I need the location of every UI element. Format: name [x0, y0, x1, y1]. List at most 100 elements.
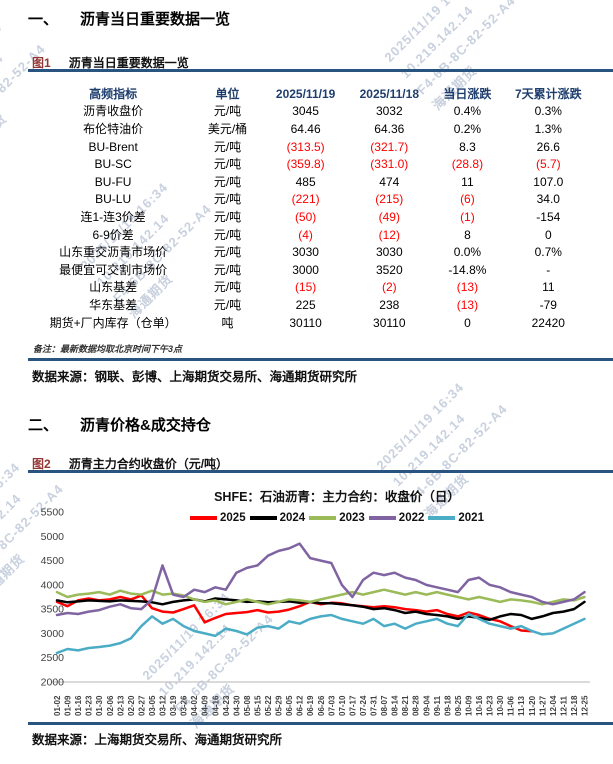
series-line-2025 [55, 594, 534, 633]
figure-2-label: 图2 [32, 457, 51, 471]
table-cell: 3032 [375, 104, 403, 119]
table-cell: BU-Brent [88, 139, 138, 154]
figure-2-caption: 图2 沥青主力合约收盘价（元/吨） [32, 455, 228, 472]
table-header-row: 高频指标 单位 2025/11/19 2025/11/18 当日涨跌 7天累计涨跌 [35, 85, 593, 103]
figure-2-title: 沥青主力合约收盘价（元/吨） [68, 457, 229, 471]
table-cell: 元/吨 [213, 157, 242, 172]
x-axis-tick-label: 06-26 [317, 695, 326, 716]
table-cell: (321.7) [370, 139, 409, 154]
x-axis-tick-label: 02-13 [116, 695, 125, 716]
table-cell: 元/吨 [213, 227, 242, 242]
section-1-number: 一、 [28, 11, 59, 28]
x-axis-tick-label: 12-25 [581, 695, 590, 716]
x-axis-tick-label: 05-22 [264, 695, 273, 716]
table-cell: (13) [456, 297, 479, 312]
table-cell: 山东基差 [89, 280, 138, 295]
table-header-cell: 7天累计涨跌 [514, 86, 582, 101]
chart-title: SHFE：石油沥青：主力合约：收盘价（日） [214, 490, 460, 504]
table-cell: (5.7) [535, 157, 561, 172]
table-cell: (15) [294, 280, 317, 295]
x-axis-tick-label: 05-08 [243, 695, 252, 716]
x-axis-tick-label: 07-31 [370, 695, 379, 716]
table-cell: (50) [294, 209, 317, 224]
x-axis-tick-label: 10-09 [464, 695, 473, 716]
table-cell: (215) [375, 192, 404, 207]
table-row: 期货+厂内库存（仓单） 吨 30110 30110 0 22420 [35, 314, 593, 332]
x-axis-tick-label: 07-10 [338, 695, 347, 716]
table-cell: 26.6 [536, 139, 560, 154]
table-cell: 元/吨 [213, 139, 242, 154]
table-row: 连1-连3价差 元/吨 (50) (49) (1) -154 [35, 208, 593, 226]
legend-swatch [368, 516, 396, 520]
table-note: 备注：最新数据均取北京时间下午3点 [33, 344, 183, 354]
x-axis-tick-label: 07-24 [359, 695, 368, 716]
table-cell: (331.0) [370, 157, 409, 172]
section-1-heading: 一、 沥青当日重要数据一览 [28, 8, 230, 29]
table-data-source: 数据来源：钢联、彭博、上海期货交易所、海通期货研究所 [32, 370, 358, 384]
table-row: 最便宜可交割市场价 元/吨 3000 3520 -14.8% - [35, 261, 593, 279]
legend-label: 2025 [220, 512, 246, 524]
x-axis-tick-label: 12-18 [570, 695, 579, 716]
x-axis-tick-label: 10-16 [475, 695, 484, 716]
table-cell: (28.8) [451, 157, 484, 172]
x-axis-tick-label: 03-19 [169, 695, 178, 716]
divider-rule [28, 470, 613, 473]
legend-item: 2022 [368, 512, 424, 524]
table-row: 山东重交沥青市场价 元/吨 3030 3030 0.0% 0.7% [35, 243, 593, 261]
x-axis-tick-label: 07-17 [348, 695, 357, 716]
x-axis-tick-label: 09-11 [433, 695, 442, 716]
divider-rule [28, 722, 613, 725]
table-cell: 11 [461, 174, 474, 189]
divider-rule [28, 358, 613, 361]
table-cell: 山东重交沥青市场价 [59, 245, 168, 260]
x-axis-tick-label: 01-09 [64, 695, 73, 716]
legend-item: 2021 [428, 512, 484, 524]
table-cell: -14.8% [448, 262, 487, 277]
table-cell: 沥青收盘价 [83, 104, 144, 119]
table-cell: -154 [536, 209, 561, 224]
series-line-2023 [55, 588, 586, 606]
x-axis-tick-label: 04-16 [211, 695, 220, 716]
table-cell: 0.3% [534, 104, 562, 119]
table-cell: BU-FU [94, 174, 132, 189]
table-cell: - [546, 262, 551, 277]
x-axis-tick-label: 08-07 [380, 695, 389, 716]
table-cell: 元/吨 [213, 192, 242, 207]
table-row: BU-SC 元/吨 (359.8) (331.0) (28.8) (5.7) [35, 155, 593, 173]
table-cell: (49) [378, 209, 400, 224]
x-axis-tick-label: 04-02 [190, 695, 199, 716]
table-cell: (1) [460, 209, 475, 224]
table-row: 沥青收盘价 元/吨 3045 3032 0.4% 0.3% [35, 103, 593, 121]
legend-swatch [190, 516, 218, 520]
table-cell: 22420 [531, 315, 565, 330]
table-cell: 485 [295, 174, 316, 189]
table-cell: 连1-连3价差 [80, 209, 146, 224]
series-line-2021 [55, 612, 586, 655]
section-2-number: 二、 [28, 417, 59, 434]
table-cell: 元/吨 [213, 245, 242, 260]
table-cell: 8.3 [459, 139, 476, 154]
x-axis-tick-label: 08-14 [391, 695, 400, 716]
table-cell: 6-9价差 [92, 227, 134, 242]
x-axis-tick-label: 06-12 [296, 695, 305, 716]
table-cell: 238 [379, 297, 400, 312]
figure-1-caption: 图1 沥青当日重要数据一览 [32, 54, 189, 71]
chart-legend: 2025 2024 2023 2022 2021 [78, 512, 596, 524]
legend-label: 2023 [339, 512, 365, 524]
x-axis-tick-label: 08-28 [412, 695, 421, 716]
table-row: 布伦特油价 美元/桶 64.46 64.36 0.2% 1.3% [35, 120, 593, 138]
table-cell: 225 [295, 297, 316, 312]
table-cell: 元/吨 [213, 297, 242, 312]
x-axis-tick-label: 12-04 [549, 695, 558, 716]
table-cell: 107.0 [533, 174, 564, 189]
table-cell: 布伦特油价 [83, 121, 144, 136]
table-row: BU-Brent 元/吨 (313.5) (321.7) 8.3 26.6 [35, 138, 593, 156]
section-2-heading: 二、 沥青价格&成交持仓 [28, 414, 211, 435]
table-cell: 华东基差 [89, 297, 138, 312]
table-header-cell: 单位 [215, 86, 240, 101]
legend-item: 2025 [190, 512, 246, 524]
table-cell: 3520 [375, 262, 403, 277]
divider-rule [28, 69, 613, 72]
